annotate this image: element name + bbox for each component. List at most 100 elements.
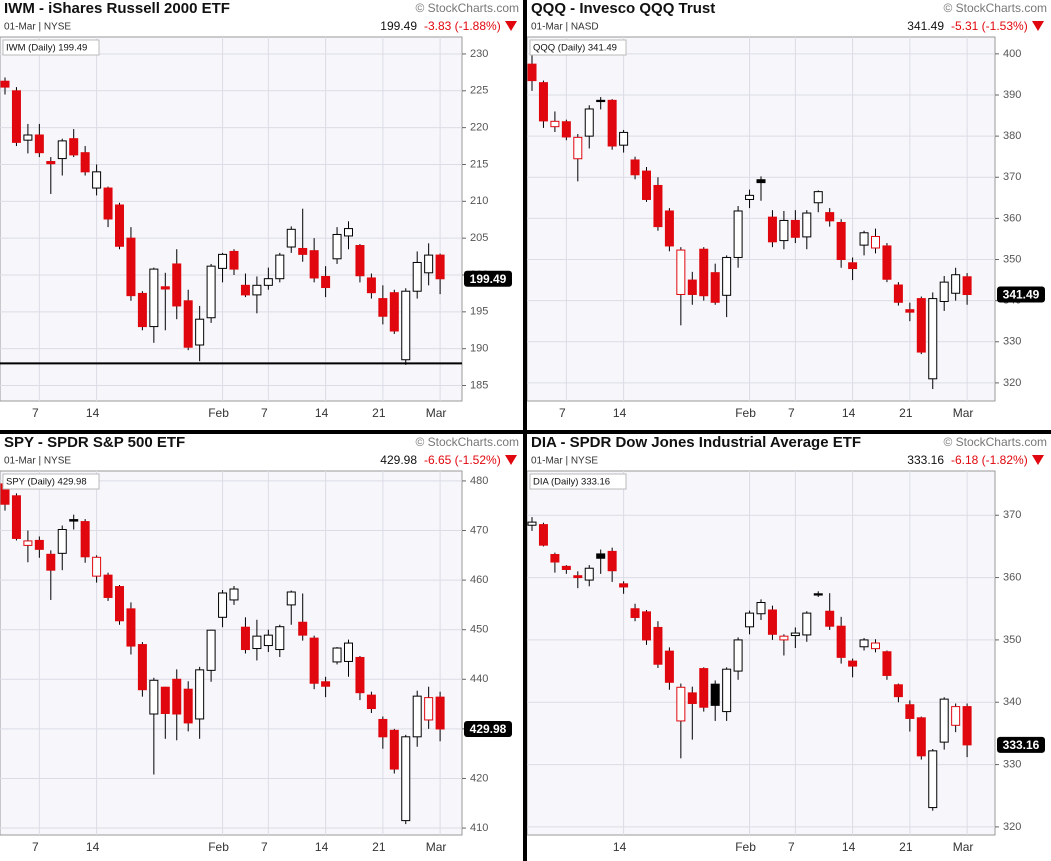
candle-body	[389, 292, 399, 332]
x-tick-label: Feb	[735, 840, 756, 854]
candle-body	[722, 256, 732, 296]
candle-body	[561, 121, 571, 138]
candle-body	[206, 265, 216, 319]
candle-body	[263, 278, 273, 286]
candle-body	[939, 281, 949, 302]
candle-body	[80, 521, 90, 558]
candle-body	[813, 593, 823, 596]
candle-body	[195, 669, 205, 720]
y-tick-label: 205	[470, 232, 488, 244]
credit: © StockCharts.com	[415, 435, 519, 449]
candle-body	[756, 179, 766, 184]
candle-body	[46, 161, 56, 165]
plot-area	[526, 470, 996, 836]
x-tick-label: 14	[842, 840, 856, 854]
candle-body	[939, 698, 949, 743]
candle-body	[401, 290, 411, 361]
y-tick-label: 230	[470, 48, 488, 60]
candle-body	[779, 219, 789, 242]
x-tick-label: 7	[261, 840, 268, 854]
candle-body	[882, 245, 892, 280]
candle-body	[240, 284, 250, 296]
candle-body	[802, 612, 812, 636]
candle-body	[137, 292, 147, 328]
candle-body	[653, 626, 663, 665]
candle-body	[126, 608, 136, 647]
price-tag-label: 429.98	[470, 722, 507, 736]
candle-body	[767, 609, 777, 635]
candle-body	[584, 108, 594, 137]
x-tick-label: Feb	[208, 840, 229, 854]
x-tick-label: 14	[613, 406, 627, 420]
candle-body	[378, 718, 388, 738]
candle-body	[745, 194, 755, 200]
candle-body	[92, 171, 102, 189]
legend-label: DIA (Daily) 333.16	[533, 477, 610, 488]
candle-body	[607, 99, 617, 147]
y-tick-label: 370	[1003, 509, 1021, 521]
chart-subtitle: 01-Mar | NYSE	[4, 456, 71, 467]
y-tick-label: 350	[1003, 253, 1021, 265]
candle-body	[664, 210, 674, 247]
candle-body	[928, 750, 938, 809]
candle-body	[848, 262, 858, 270]
divider-horizontal	[0, 430, 1051, 434]
candle-body	[687, 692, 697, 704]
x-tick-label: 7	[559, 406, 566, 420]
candle-body	[676, 686, 686, 722]
candle-body	[538, 82, 548, 122]
candle-body	[653, 184, 663, 228]
candle-body	[802, 212, 812, 238]
candle-body	[951, 274, 961, 294]
candles	[0, 77, 462, 365]
candle-body	[424, 697, 434, 721]
legend-box	[2, 39, 100, 56]
candle-body	[916, 717, 926, 757]
candle-body	[69, 519, 79, 522]
candle-body	[435, 254, 445, 280]
candle-body	[275, 626, 285, 651]
candle-body	[344, 642, 353, 662]
price-tag	[464, 270, 512, 287]
candle-body	[733, 639, 743, 672]
candle-body	[619, 131, 629, 146]
candle-body	[240, 626, 250, 651]
legend-box	[529, 39, 627, 56]
x-tick-label: 21	[372, 406, 386, 420]
candle-body	[607, 550, 617, 572]
legend-box	[529, 473, 627, 490]
legend-label: QQQ (Daily) 341.49	[533, 43, 617, 54]
price-tag-label: 333.16	[1003, 738, 1040, 752]
candle-body	[813, 191, 823, 204]
chart-title: SPY - SPDR S&P 500 ETF	[4, 434, 185, 451]
candle-body	[882, 651, 892, 676]
candle-body	[928, 298, 938, 380]
candle-body	[596, 99, 606, 103]
candle-body	[69, 138, 79, 156]
price-tag	[997, 286, 1045, 303]
candle-body	[252, 635, 262, 650]
candle-body	[115, 586, 124, 622]
x-tick-label: 7	[32, 406, 39, 420]
chart-subtitle: 01-Mar | NASD	[531, 22, 599, 33]
candle-body	[596, 553, 606, 559]
y-tick-label: 440	[470, 673, 488, 685]
x-tick-label: Mar	[953, 840, 974, 854]
candle-body	[676, 249, 686, 295]
price-change: -6.65 (-1.52%)	[424, 453, 501, 467]
candles	[527, 49, 972, 390]
candle-body	[951, 706, 961, 726]
price-change: -6.18 (-1.82%)	[951, 453, 1028, 467]
chart-title: DIA - SPDR Dow Jones Industrial Average …	[531, 434, 861, 451]
price-tag-label: 341.49	[1003, 288, 1040, 302]
chart-panel: SPY - SPDR S&P 500 ETF 01-Mar | NYSE 429.9…	[0, 434, 519, 854]
chart-title: QQQ - Invesco QQQ Trust	[531, 0, 715, 17]
candle-body	[905, 704, 915, 719]
candle-body	[206, 629, 216, 671]
x-tick-label: Mar	[426, 406, 447, 420]
y-tick-label: 185	[470, 379, 488, 391]
candle-body	[401, 736, 411, 822]
y-tick-label: 410	[470, 822, 488, 834]
candle-body	[699, 248, 709, 297]
candle-body	[790, 219, 800, 238]
